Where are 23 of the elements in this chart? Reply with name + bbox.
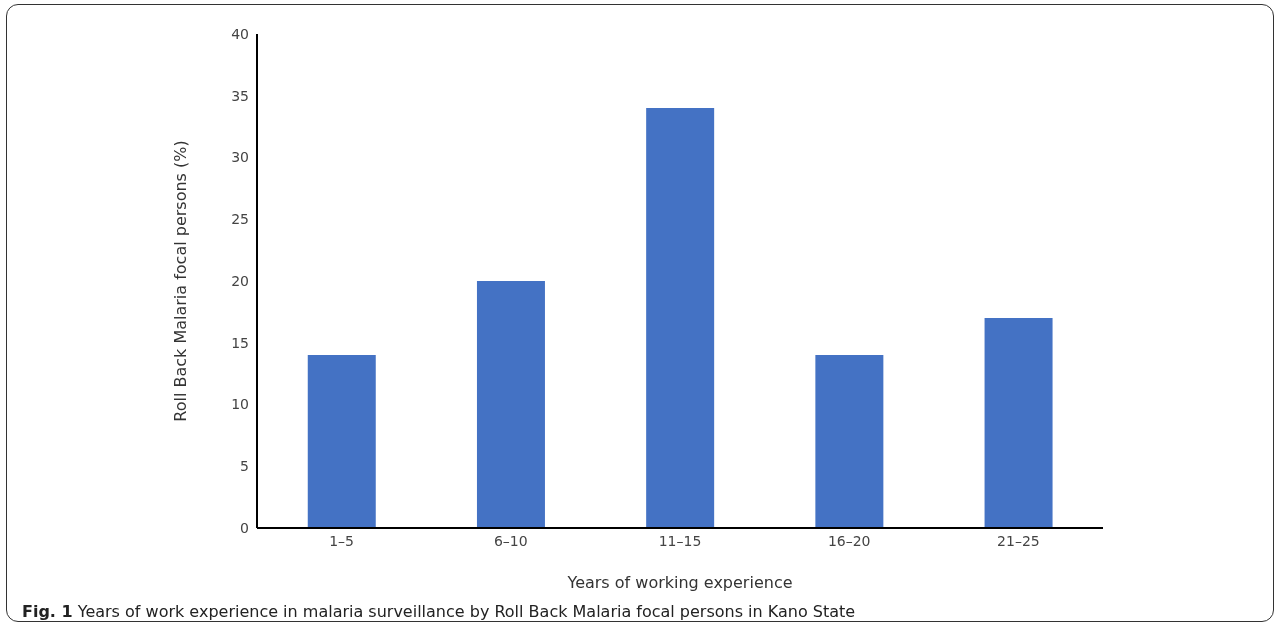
y-axis-title: Roll Back Malaria focal persons (%) (170, 140, 190, 422)
x-tick-label: 21–25 (997, 532, 1040, 549)
y-tick-label: 10 (231, 396, 249, 413)
x-tick-label: 1–5 (329, 532, 355, 549)
bar (646, 108, 715, 528)
y-tick-label: 20 (231, 272, 249, 289)
x-axis-title: Years of working experience (566, 573, 793, 592)
y-tick-label: 15 (231, 334, 249, 351)
bar (984, 318, 1053, 528)
caption: Fig. 1 (22, 602, 73, 621)
bar (815, 355, 884, 528)
y-tick-label: 5 (240, 458, 249, 475)
y-tick-label: 0 (240, 519, 249, 536)
x-tick-label: 6–10 (493, 532, 528, 549)
x-tick-label: 16–20 (827, 532, 871, 549)
x-tick-label: 11–15 (658, 532, 702, 549)
bar (476, 281, 545, 528)
y-tick-label: 40 (231, 25, 249, 42)
text: Years of work experience in malaria surveillance by Roll Back Malaria focal persons in Kano State (76, 602, 856, 621)
y-tick-label: 35 (231, 87, 249, 104)
y-tick-label: 25 (231, 211, 249, 228)
y-tick-label: 30 (231, 149, 249, 166)
bar (307, 355, 376, 528)
